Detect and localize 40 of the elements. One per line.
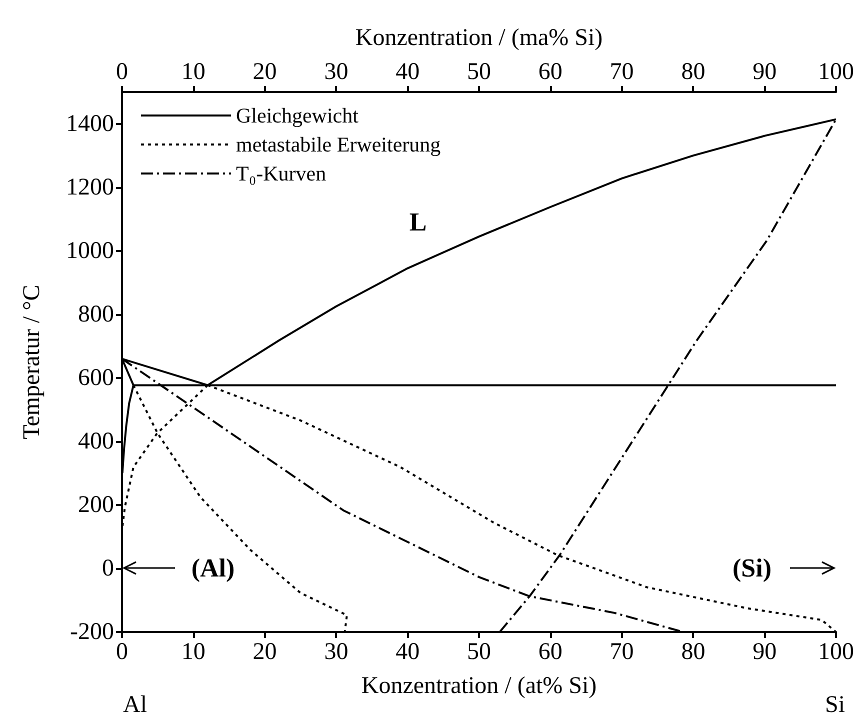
x2-tick-label: 60: [538, 639, 562, 665]
x2-tick-label: 70: [610, 639, 634, 665]
x2-tick-label: 80: [681, 639, 706, 665]
y-tick-label: 200: [78, 492, 114, 518]
annotation: (Si): [732, 554, 772, 582]
y-tick-label: 1200: [66, 174, 114, 200]
x2-tick-label: 50: [467, 639, 491, 665]
x2-tick-label: 90: [752, 639, 777, 665]
y-tick-label: -200: [70, 619, 114, 645]
x2-tick-label: 40: [396, 639, 420, 665]
x-tick-label: 50: [467, 59, 491, 85]
x-axis-title: Konzentration / (at% Si): [361, 673, 597, 699]
x-tick-label: 90: [752, 59, 777, 85]
legend-label: metastabile Erweiterung: [236, 132, 442, 156]
x-tick-label: 80: [681, 59, 706, 85]
x-tick-label: 70: [610, 59, 634, 85]
y-tick-label: 800: [78, 301, 114, 328]
y-tick-label: 1000: [66, 238, 114, 264]
x-tick-label: 10: [181, 59, 206, 85]
x2-tick-label: 30: [324, 639, 348, 665]
y-tick-label: 0: [102, 555, 114, 582]
y-tick-label: 1400: [66, 110, 114, 137]
text: Si: [824, 692, 846, 718]
text: Al: [123, 692, 148, 718]
y-tick-label: 600: [78, 364, 114, 391]
x-tick-label: 40: [396, 59, 420, 85]
x-tick-label: 100: [818, 59, 854, 85]
x2-tick-label: 10: [181, 639, 206, 665]
x2-tick-label: 100: [818, 639, 854, 665]
y-axis-title: Temperatur / °C: [19, 284, 45, 440]
x2-tick-label: 20: [252, 639, 277, 665]
x-tick-label: 60: [538, 59, 562, 85]
x-tick-label: 30: [324, 59, 348, 85]
legend-label: Gleichgewicht: [236, 104, 359, 128]
annotation: L: [409, 208, 427, 236]
y-tick-label: 400: [78, 428, 114, 454]
legend-label: T₀-Kurven: [236, 162, 327, 186]
annotation: (Al): [191, 554, 235, 582]
x2-axis-title: Konzentration / (ma% Si): [355, 25, 603, 51]
x-tick-label: 20: [252, 59, 277, 85]
